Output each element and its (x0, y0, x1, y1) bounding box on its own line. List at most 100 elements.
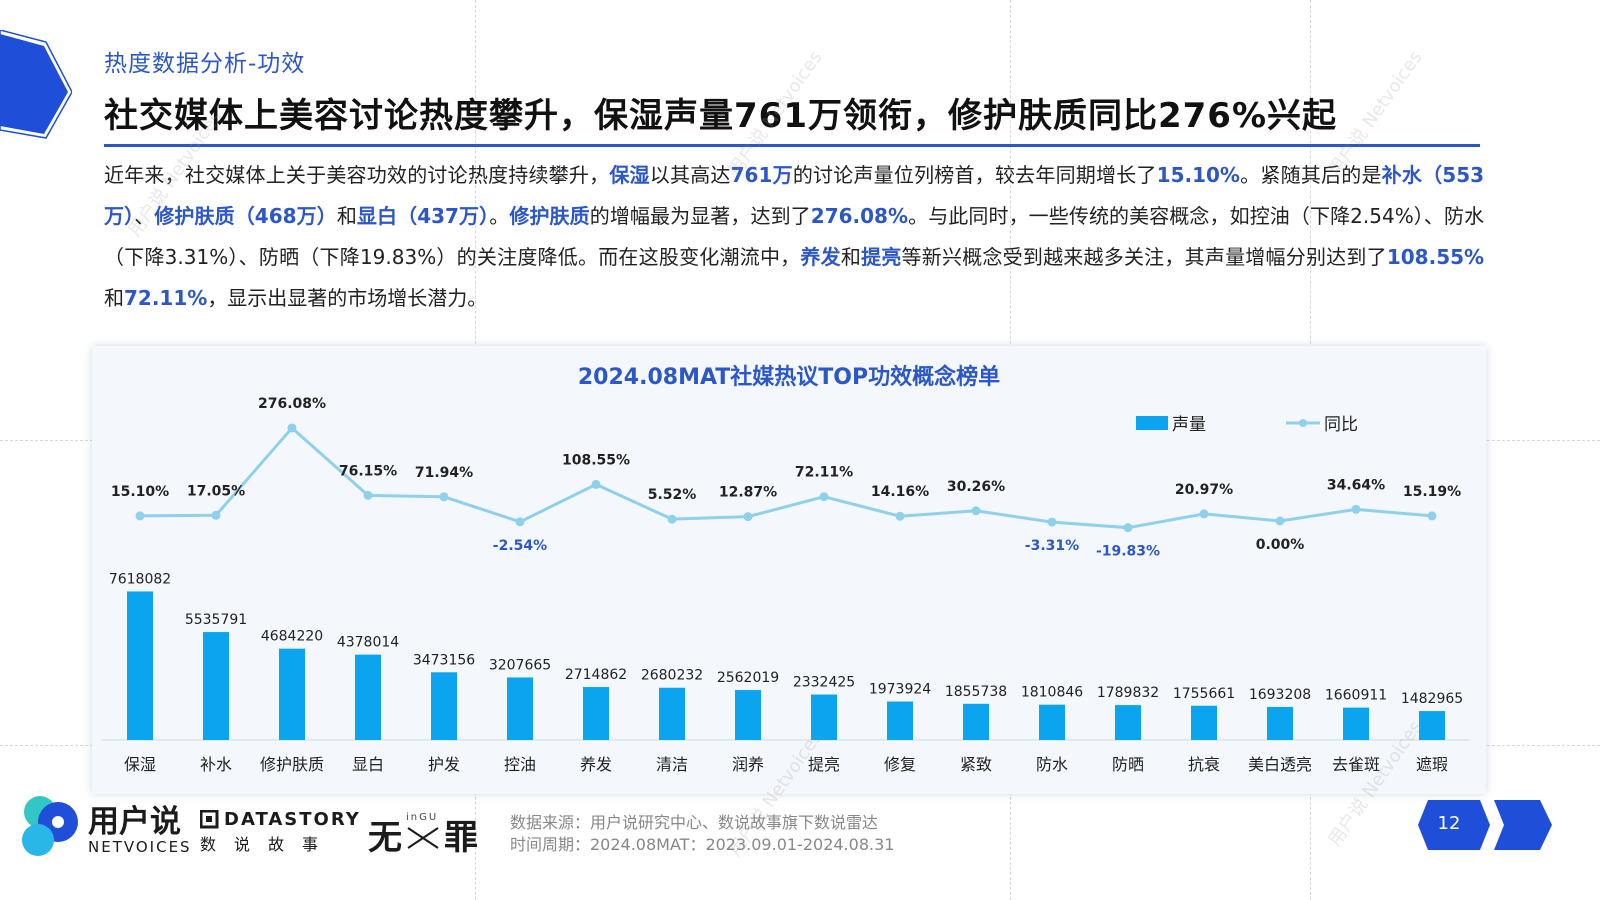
section-tag: 热度数据分析-功效 (104, 51, 306, 77)
yoy-value-label: 5.52% (648, 487, 697, 503)
x-tick-label: 提亮 (808, 755, 840, 774)
yoy-value-label: 0.00% (1256, 537, 1305, 553)
yoy-point (287, 423, 297, 433)
yoy-point (743, 512, 753, 522)
bar (127, 591, 153, 740)
summary-text: 以其高达 (649, 163, 731, 187)
bar (1039, 704, 1065, 740)
yoy-point (667, 514, 677, 524)
yoy-point (135, 511, 145, 521)
bar (1115, 705, 1141, 740)
legend-line-marker (1299, 419, 1307, 427)
x-tick-label: 修复 (884, 755, 916, 774)
bar-value-label: 2714862 (565, 667, 627, 683)
bar (355, 654, 381, 740)
datastory-logo-cn: 数说故事 (200, 835, 337, 854)
x-tick-label: 防晒 (1112, 755, 1144, 774)
highlight-text: 15.10% (1156, 163, 1240, 187)
yoy-value-label: 71.94% (415, 465, 473, 481)
yoy-value-label: 76.15% (339, 463, 397, 479)
x-tick-label: 抗衰 (1188, 755, 1220, 774)
chart-title: 2024.08MAT社媒热议TOP功效概念榜单 (578, 364, 1000, 390)
bar-value-label: 3473156 (413, 652, 475, 668)
bar-value-label: 7618082 (109, 571, 171, 587)
summary-text: 。与此同时，一些传统的美容概念，如控油（下降2.54%）、防水（下降3.31%）… (104, 204, 1485, 269)
partner-logo-part-a: 无 (368, 818, 402, 858)
yoy-value-label: 34.64% (1327, 477, 1385, 493)
bar-value-label: 2562019 (717, 670, 779, 686)
x-tick-label: 防水 (1036, 755, 1068, 774)
partner-logo-cross-icon (407, 827, 439, 849)
data-source-note: 数据来源：用户说研究中心、数说故事旗下数说雷达 时间周期：2024.08MAT：… (510, 812, 894, 856)
x-tick-label: 修护肤质 (260, 755, 324, 774)
highlight-text: 显白（437万） (356, 204, 490, 228)
yoy-value-label: 15.19% (1403, 484, 1461, 500)
yoy-point (1351, 504, 1361, 514)
summary-text: 和 (336, 204, 357, 228)
bar-value-label: 4378014 (337, 635, 399, 651)
x-tick-label: 润养 (732, 755, 764, 774)
highlight-text: 提亮 (861, 245, 902, 269)
summary-text: 等新兴概念受到越来越多关注，其声量增幅分别达到了 (901, 245, 1387, 269)
bar-value-label: 1660911 (1325, 688, 1387, 704)
yoy-value-label: 72.11% (795, 465, 853, 481)
bar (1191, 705, 1217, 740)
yoy-value-label: -19.83% (1096, 544, 1160, 560)
yoy-point (895, 511, 905, 521)
highlight-text: 养发 (800, 245, 841, 269)
yoy-value-label: -2.54% (493, 538, 547, 554)
x-tick-label: 控油 (504, 755, 536, 774)
yoy-point (1047, 517, 1057, 527)
yoy-point (971, 506, 981, 516)
x-tick-label: 保湿 (124, 755, 156, 774)
yoy-value-label: 108.55% (562, 452, 630, 468)
summary-text: 。 (489, 204, 510, 228)
yoy-value-label: 14.16% (871, 484, 929, 500)
bar-value-label: 4684220 (261, 629, 323, 645)
bar-value-label: 3207665 (489, 657, 551, 673)
summary-paragraph: 近年来，社交媒体上关于美容功效的讨论热度持续攀升，保湿以其高达761万的讨论声量… (104, 155, 1484, 319)
bar (659, 687, 685, 740)
yoy-point (1427, 511, 1437, 521)
summary-text: 的增幅最为显著，达到了 (589, 204, 811, 228)
brand-name-en: NETVOICES (88, 838, 192, 856)
yoy-value-label: 276.08% (258, 396, 326, 412)
corner-hexagon-decoration (0, 30, 72, 139)
highlight-text: 108.55% (1386, 245, 1485, 269)
partner-logo-part-b: 罪 (444, 818, 478, 858)
bar-value-label: 5535791 (185, 612, 247, 628)
x-tick-label: 紧致 (960, 755, 992, 774)
summary-text: 和 (104, 286, 124, 310)
x-tick-label: 护发 (428, 755, 460, 774)
bar-value-label: 2680232 (641, 668, 703, 684)
bar-value-label: 1755661 (1173, 686, 1235, 702)
datastory-logo-text: DATASTORY (224, 809, 361, 830)
yoy-value-label: -3.31% (1025, 538, 1079, 554)
highlight-text: 修护肤质 (509, 204, 590, 228)
page-number: 12 (1437, 813, 1461, 834)
yoy-value-label: 12.87% (719, 485, 777, 501)
summary-text: 和 (840, 245, 862, 269)
yoy-point (439, 492, 449, 502)
bar (1343, 707, 1369, 740)
yoy-value-label: 30.26% (947, 479, 1005, 495)
bar (431, 672, 457, 740)
highlight-text: 761万 (730, 163, 793, 187)
x-tick-label: 遮瑕 (1416, 755, 1448, 774)
legend-label-yoy: 同比 (1324, 415, 1358, 435)
highlight-text: 276.08% (810, 204, 908, 228)
yoy-line (139, 425, 1433, 530)
page-number-badge (1418, 800, 1552, 850)
yoy-point (363, 490, 373, 500)
yoy-point (211, 510, 221, 520)
period-line: 时间周期：2024.08MAT：2023.09.01-2024.08.31 (510, 835, 895, 854)
summary-text: ，显示出显著的市场增长潜力。 (207, 286, 488, 310)
bar (279, 648, 305, 740)
bar-value-label: 1855738 (945, 684, 1007, 700)
bar (1267, 706, 1293, 740)
bar (507, 677, 533, 740)
x-tick-label: 补水 (200, 755, 232, 774)
netvoices-logo-icon (22, 796, 78, 856)
highlight-text: 修护肤质（468万） (154, 204, 337, 228)
highlight-text: 保湿 (609, 163, 650, 187)
